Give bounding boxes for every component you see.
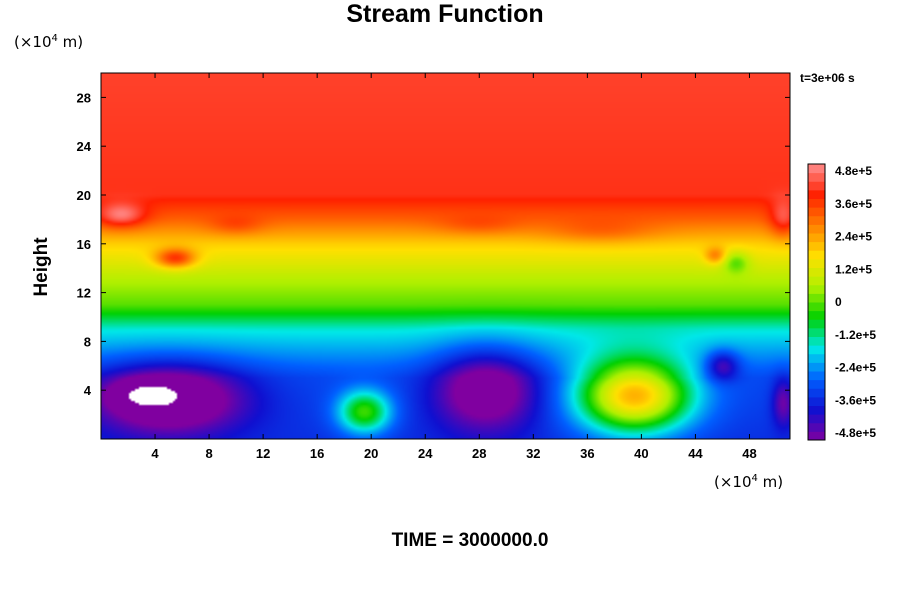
colorbar-segment — [808, 258, 825, 268]
x-unit-tail: m) — [757, 473, 784, 491]
colorbar-segment — [808, 327, 825, 337]
x-tick-label: 20 — [364, 446, 378, 461]
x-tick-label: 44 — [688, 446, 703, 461]
colorbar-segment — [808, 207, 825, 217]
y-tick-label: 8 — [84, 334, 91, 349]
colorbar-segment — [808, 250, 825, 260]
y-unit-exponent: 4 — [51, 33, 58, 44]
colorbar-segment — [808, 302, 825, 312]
colorbar-segment — [808, 414, 825, 424]
colorbar-tick-label: -2.4e+5 — [835, 361, 876, 375]
colorbar-tick-label: 3.6e+5 — [835, 197, 872, 211]
colorbar-tick-label: -4.8e+5 — [835, 426, 876, 440]
colorbar-segment — [808, 164, 825, 174]
colorbar-segment — [808, 276, 825, 286]
x-tick-label: 48 — [742, 446, 756, 461]
colorbar-tick-label: 2.4e+5 — [835, 230, 872, 244]
x-axis: 4 8 12 16 20 24 28 32 36 40 44 48 — [151, 73, 757, 461]
y-tick-label: 12 — [77, 286, 91, 301]
x-unit-exponent: 4 — [751, 473, 758, 484]
heatmap-image — [101, 73, 790, 439]
colorbar-tick-label: 1.2e+5 — [835, 262, 872, 276]
y-tick-label: 28 — [77, 90, 91, 105]
x-tick-label: 24 — [418, 446, 433, 461]
x-tick-label: 40 — [634, 446, 648, 461]
colorbar-segment — [808, 224, 825, 234]
x-tick-label: 36 — [580, 446, 594, 461]
x-axis-unit: (×104 m) — [714, 473, 783, 491]
colorbar-segment — [808, 198, 825, 208]
colorbar-segment — [808, 379, 825, 389]
colorbar-segment — [808, 396, 825, 406]
x-tick-label: 4 — [151, 446, 159, 461]
colorbar-segment — [808, 267, 825, 277]
x-tick-label: 8 — [205, 446, 212, 461]
colorbar-segment — [808, 293, 825, 303]
colorbar-segment — [808, 405, 825, 415]
colorbar-segment — [808, 388, 825, 398]
colorbar-segment — [808, 371, 825, 381]
colorbar-segment — [808, 284, 825, 294]
y-tick-label: 4 — [84, 383, 92, 398]
time-annotation: t=3e+06 s — [800, 71, 855, 85]
y-axis: 4 8 12 16 20 24 28 — [77, 90, 790, 398]
colorbar-segment — [808, 431, 825, 441]
x-unit-base: (×10 — [714, 473, 752, 491]
colorbar-segment — [808, 181, 825, 191]
x-tick-label: 16 — [310, 446, 324, 461]
plot-frame — [100, 72, 791, 440]
colorbar-segment — [808, 362, 825, 372]
colorbar-tick-label: 0 — [835, 295, 842, 309]
colorbar-tick-label: -1.2e+5 — [835, 328, 876, 342]
colorbar-segment — [808, 233, 825, 243]
x-tick-label: 28 — [472, 446, 486, 461]
colorbar-segment — [808, 336, 825, 346]
colorbar-tick-label: 4.8e+5 — [835, 164, 872, 178]
y-tick-label: 24 — [77, 139, 92, 154]
y-tick-label: 16 — [77, 237, 91, 252]
colorbar-segment — [808, 241, 825, 251]
colorbar-segment — [808, 189, 825, 199]
y-axis-unit: (×104 m) — [14, 33, 83, 51]
y-unit-base: (×10 — [14, 33, 52, 51]
chart-title: Stream Function — [346, 0, 544, 28]
colorbar-segment — [808, 353, 825, 363]
colorbar-segment — [808, 345, 825, 355]
colorbar-segment — [808, 172, 825, 182]
colorbar-segment — [808, 310, 825, 320]
x-tick-label: 32 — [526, 446, 540, 461]
colorbar-segment — [808, 422, 825, 432]
footer-time: TIME = 3000000.0 — [391, 530, 549, 551]
x-tick-label: 12 — [256, 446, 270, 461]
y-tick-label: 20 — [77, 188, 91, 203]
colorbar: 4.8e+5 3.6e+5 2.4e+5 1.2e+5 0 -1.2e+5 -2.4e+5 -… — [807, 163, 876, 441]
y-unit-tail: m) — [57, 33, 84, 51]
colorbar-frame — [807, 163, 826, 441]
colorbar-tick-label: -3.6e+5 — [835, 393, 876, 407]
colorbar-segment — [808, 319, 825, 329]
colorbar-segment — [808, 215, 825, 225]
